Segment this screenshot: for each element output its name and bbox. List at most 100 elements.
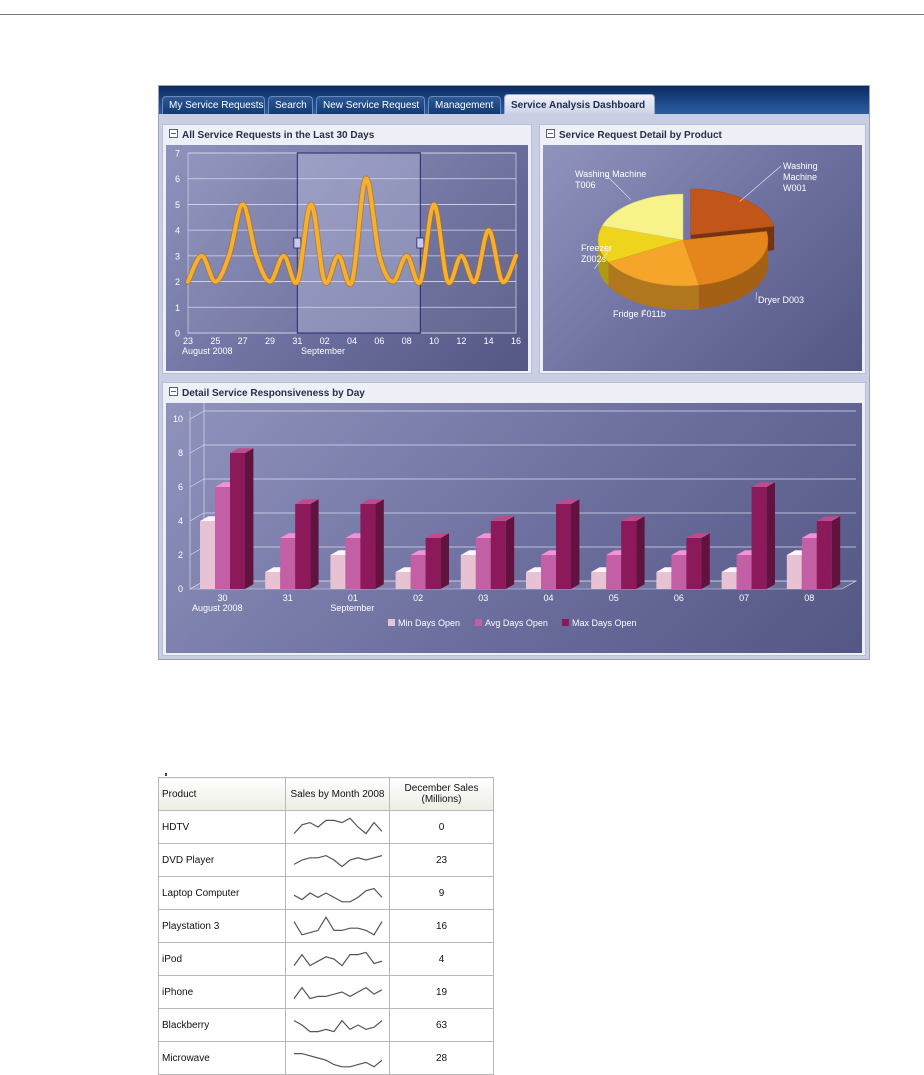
- december-header-line-2: (Millions): [421, 794, 462, 805]
- pie-leader-line: [604, 173, 631, 200]
- tab-bar: My Service Requests Search New Service R…: [159, 86, 869, 116]
- december-sales-cell: 23: [389, 843, 494, 877]
- table-header-row: Product Sales by Month 2008 December Sal…: [158, 777, 494, 811]
- december-sales-cell: 19: [389, 975, 494, 1009]
- line-x-tick-label: 23: [183, 336, 193, 346]
- product-cell: Microwave: [158, 1041, 286, 1075]
- pie-label: T006: [575, 180, 596, 190]
- bar-top: [751, 482, 775, 487]
- pie-label: Z002s: [581, 254, 607, 264]
- table-row[interactable]: DVD Player 23: [158, 843, 494, 877]
- sparkline: [293, 951, 382, 967]
- sparkline-path: [293, 951, 382, 967]
- bar-gridline-side: [189, 478, 205, 488]
- bar-x-tick-label: 02: [413, 593, 423, 603]
- collapse-icon[interactable]: [546, 129, 555, 138]
- bar-side: [505, 516, 515, 589]
- tab-my-service-requests[interactable]: My Service Requests: [162, 96, 265, 114]
- table-row[interactable]: Microwave 28: [158, 1041, 494, 1075]
- sparkline-path: [293, 1019, 382, 1033]
- bar: [360, 504, 376, 589]
- product-panel-title: Service Request Detail by Product: [559, 130, 722, 141]
- bar-y-tick-label: 0: [178, 584, 183, 594]
- column-header-december-sales[interactable]: December Sales (Millions): [389, 777, 494, 811]
- table-row[interactable]: iPod 4: [158, 942, 494, 976]
- collapse-icon[interactable]: [169, 387, 178, 396]
- sparkline-cell: [285, 975, 390, 1009]
- line-y-tick-label: 5: [175, 200, 180, 210]
- sparkline: [293, 887, 382, 903]
- line-y-tick-label: 7: [175, 149, 180, 159]
- column-header-product[interactable]: Product: [158, 777, 286, 811]
- sparkline-cell: [285, 1008, 390, 1042]
- sparkline-cell: [285, 876, 390, 910]
- bar: [591, 572, 607, 589]
- bar: [200, 521, 215, 589]
- sparkline-cell: [285, 909, 390, 943]
- bar: [721, 572, 737, 589]
- column-header-sales-by-month[interactable]: Sales by Month 2008: [285, 777, 390, 811]
- bar-y-tick-label: 10: [173, 414, 183, 424]
- table-row[interactable]: HDTV 0: [158, 810, 494, 844]
- pie-label: Washing: [783, 161, 818, 171]
- tab-search[interactable]: Search: [268, 96, 313, 114]
- line-y-tick-label: 1: [175, 303, 180, 313]
- bar-y-tick-label: 8: [178, 448, 183, 458]
- pie-slice-side: [698, 240, 768, 310]
- sales-table-body: HDTV 0 DVD Player 23 Laptop Computer 9 Playsta…: [158, 810, 494, 1075]
- tab-new-service-request[interactable]: New Service Request: [316, 96, 425, 114]
- pie-leader-line: [594, 247, 612, 269]
- bar: [490, 521, 506, 589]
- bar: [265, 572, 281, 589]
- bar: [686, 538, 702, 589]
- collapse-icon[interactable]: [169, 129, 178, 138]
- pie-label: Washing Machine: [575, 169, 646, 179]
- pie-slice: [608, 239, 700, 287]
- bar-top: [295, 499, 319, 504]
- sparkline-cell: [285, 843, 390, 877]
- bar: [345, 538, 361, 589]
- line-x-tick-label: 29: [265, 336, 275, 346]
- legend-swatch: [475, 619, 482, 626]
- line-y-tick-label: 2: [175, 277, 180, 287]
- bar-top: [621, 516, 645, 521]
- sparkline-cell: [285, 810, 390, 844]
- pie-leader-line: [739, 165, 782, 202]
- bar-side: [571, 499, 580, 589]
- table-row[interactable]: Playstation 3 16: [158, 909, 494, 943]
- bar-x-tick-label: 07: [739, 593, 749, 603]
- tab-underline: [159, 114, 869, 117]
- bar-x-group-label: September: [330, 603, 374, 613]
- table-row[interactable]: Blackberry 63: [158, 1008, 494, 1042]
- responsiveness-panel-header: Detail Service Responsiveness by Day: [169, 387, 365, 399]
- december-sales-cell: 4: [389, 942, 494, 976]
- product-cell: Blackberry: [158, 1008, 286, 1042]
- bar-x-tick-label: 06: [674, 593, 684, 603]
- bar-side: [245, 448, 254, 589]
- line-x-tick-label: 10: [429, 336, 439, 346]
- pie-label: W001: [783, 183, 807, 193]
- pie-label: Machine: [783, 172, 817, 182]
- tab-management[interactable]: Management: [428, 96, 501, 114]
- bar-x-tick-label: 04: [543, 593, 553, 603]
- requests-panel-title: All Service Requests in the Last 30 Days: [182, 130, 375, 141]
- bar: [215, 487, 230, 589]
- pie-leader-line: [642, 309, 646, 315]
- product-cell: Laptop Computer: [158, 876, 286, 910]
- bar: [395, 572, 411, 589]
- table-row[interactable]: iPhone 19: [158, 975, 494, 1009]
- bar: [606, 555, 622, 589]
- tab-service-analysis-dashboard[interactable]: Service Analysis Dashboard: [504, 94, 655, 116]
- bar-x-tick-label: 08: [804, 593, 814, 603]
- line-x-tick-label: 12: [456, 336, 466, 346]
- bar-y-tick-label: 4: [178, 516, 183, 526]
- bar: [230, 453, 245, 589]
- table-row[interactable]: Laptop Computer 9: [158, 876, 494, 910]
- bar: [736, 555, 752, 589]
- sparkline-cell: [285, 942, 390, 976]
- bar: [425, 538, 441, 589]
- bar-side: [310, 499, 319, 589]
